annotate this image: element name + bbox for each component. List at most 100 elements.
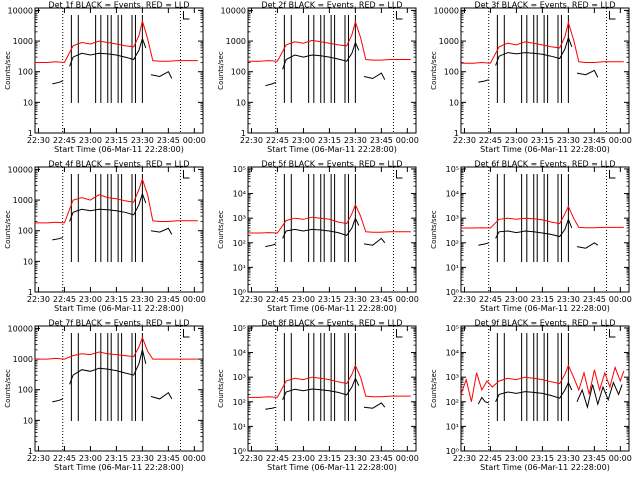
x-tick-label: 23:45 bbox=[370, 136, 393, 145]
y-axis-label: Counts/sec bbox=[4, 51, 12, 90]
x-tick-label: 23:30 bbox=[131, 136, 154, 145]
plot-frame bbox=[247, 325, 417, 452]
x-tick-label: 23:00 bbox=[505, 136, 528, 145]
y-tick-label: 100 bbox=[18, 68, 33, 77]
series-line-segment bbox=[495, 381, 573, 403]
x-tick-label: 23:00 bbox=[505, 295, 528, 304]
y-tick-label: 10⁵ bbox=[233, 165, 246, 174]
series-events bbox=[478, 217, 599, 249]
series-line-segment bbox=[363, 237, 386, 246]
x-tick-label: 23:30 bbox=[557, 295, 580, 304]
x-axis-label: Start Time (06-Mar-11 22:28:00) bbox=[480, 145, 610, 154]
series-line-segment bbox=[576, 381, 623, 410]
x-tick-label: 23:15 bbox=[105, 295, 128, 304]
x-tick-label: 23:45 bbox=[583, 295, 606, 304]
series-line-segment bbox=[69, 349, 147, 385]
y-tick-label: 10⁴ bbox=[446, 349, 459, 358]
series-line-segment bbox=[576, 69, 599, 78]
series-line-segment bbox=[248, 203, 411, 234]
x-tick-label: 22:45 bbox=[479, 454, 502, 463]
y-tick-label: 10³ bbox=[446, 214, 459, 223]
x-tick-label: 00:00 bbox=[396, 454, 419, 463]
y-tick-label: 10000 bbox=[221, 6, 246, 15]
plot-frame bbox=[460, 166, 630, 293]
x-tick-label: 23:30 bbox=[344, 454, 367, 463]
x-tick-label: 00:00 bbox=[609, 295, 632, 304]
series-line-segment bbox=[265, 243, 276, 248]
y-axis-label: Counts/sec bbox=[4, 210, 12, 249]
series-events bbox=[477, 381, 623, 410]
y-axis-label: Counts/sec bbox=[217, 369, 225, 408]
plot-frame bbox=[247, 7, 417, 134]
series-line-segment bbox=[35, 19, 198, 64]
x-tick-label: 23:45 bbox=[370, 295, 393, 304]
x-axis-label: Start Time (06-Mar-11 22:28:00) bbox=[480, 304, 610, 313]
y-tick-label: 10000 bbox=[8, 165, 33, 174]
series-events bbox=[52, 349, 173, 403]
x-axis-label: Start Time (06-Mar-11 22:28:00) bbox=[54, 304, 184, 313]
y-tick-label: 10² bbox=[233, 398, 246, 407]
y-tick-label: 100 bbox=[444, 68, 459, 77]
x-tick-label: 23:45 bbox=[157, 295, 180, 304]
y-tick-label: 1 bbox=[28, 447, 33, 456]
y-tick-label: 100 bbox=[231, 68, 246, 77]
series-events bbox=[52, 192, 173, 241]
series-line-segment bbox=[248, 20, 411, 62]
y-tick-label: 10⁰ bbox=[446, 447, 459, 456]
series-events bbox=[478, 36, 599, 83]
series-lld bbox=[35, 19, 198, 64]
y-tick-label: 1 bbox=[28, 129, 33, 138]
plot-frame bbox=[460, 7, 630, 134]
y-tick-label: 10⁵ bbox=[446, 165, 459, 174]
corner-bracket-mark bbox=[395, 170, 403, 179]
plot-frame bbox=[34, 166, 204, 293]
series-line-segment bbox=[477, 396, 489, 405]
x-tick-label: 22:30 bbox=[240, 136, 263, 145]
y-tick-label: 1000 bbox=[13, 355, 33, 364]
series-line-segment bbox=[460, 364, 625, 402]
x-tick-label: 22:30 bbox=[27, 136, 50, 145]
x-tick-label: 00:00 bbox=[609, 136, 632, 145]
x-tick-label: 00:00 bbox=[183, 295, 206, 304]
series-lld bbox=[35, 336, 198, 360]
y-tick-label: 100 bbox=[18, 227, 33, 236]
y-tick-label: 10³ bbox=[233, 214, 246, 223]
plot-frame bbox=[247, 166, 417, 293]
series-lld bbox=[248, 364, 411, 398]
x-tick-label: 23:45 bbox=[583, 454, 606, 463]
x-tick-label: 22:30 bbox=[240, 454, 263, 463]
series-lld bbox=[248, 203, 411, 234]
y-tick-label: 10⁰ bbox=[233, 288, 246, 297]
y-axis-label: Counts/sec bbox=[430, 51, 438, 90]
chart-title: Det 7f BLACK = Events, RED = LLD bbox=[48, 319, 189, 328]
plot-frame bbox=[34, 325, 204, 452]
y-tick-label: 10⁰ bbox=[446, 288, 459, 297]
x-tick-label: 23:30 bbox=[131, 295, 154, 304]
x-axis-label: Start Time (06-Mar-11 22:28:00) bbox=[480, 463, 610, 472]
y-tick-label: 1000 bbox=[439, 37, 459, 46]
y-tick-label: 10¹ bbox=[446, 422, 459, 431]
x-tick-label: 23:30 bbox=[344, 295, 367, 304]
x-tick-label: 00:00 bbox=[183, 454, 206, 463]
x-axis-label: Start Time (06-Mar-11 22:28:00) bbox=[54, 145, 184, 154]
y-axis-label: Counts/sec bbox=[4, 369, 12, 408]
y-axis-label: Counts/sec bbox=[217, 51, 225, 90]
y-tick-label: 10¹ bbox=[233, 422, 246, 431]
series-line-segment bbox=[69, 192, 147, 222]
y-tick-label: 10⁰ bbox=[233, 447, 246, 456]
y-tick-label: 10² bbox=[446, 239, 459, 248]
x-tick-label: 23:45 bbox=[157, 136, 180, 145]
y-tick-label: 10 bbox=[23, 98, 33, 107]
series-lld bbox=[248, 20, 411, 62]
series-line-segment bbox=[478, 79, 489, 83]
x-tick-label: 23:15 bbox=[318, 454, 341, 463]
y-axis-label: Counts/sec bbox=[430, 210, 438, 249]
y-tick-label: 1000 bbox=[226, 37, 246, 46]
x-tick-label: 23:00 bbox=[79, 295, 102, 304]
x-axis-label: Start Time (06-Mar-11 22:28:00) bbox=[54, 463, 184, 472]
y-tick-label: 10⁴ bbox=[233, 190, 246, 199]
x-tick-label: 23:15 bbox=[318, 136, 341, 145]
x-tick-label: 23:30 bbox=[131, 454, 154, 463]
chart-panel: Det 3f BLACK = Events, RED = LLD 1 10 100 10… bbox=[430, 1, 632, 155]
